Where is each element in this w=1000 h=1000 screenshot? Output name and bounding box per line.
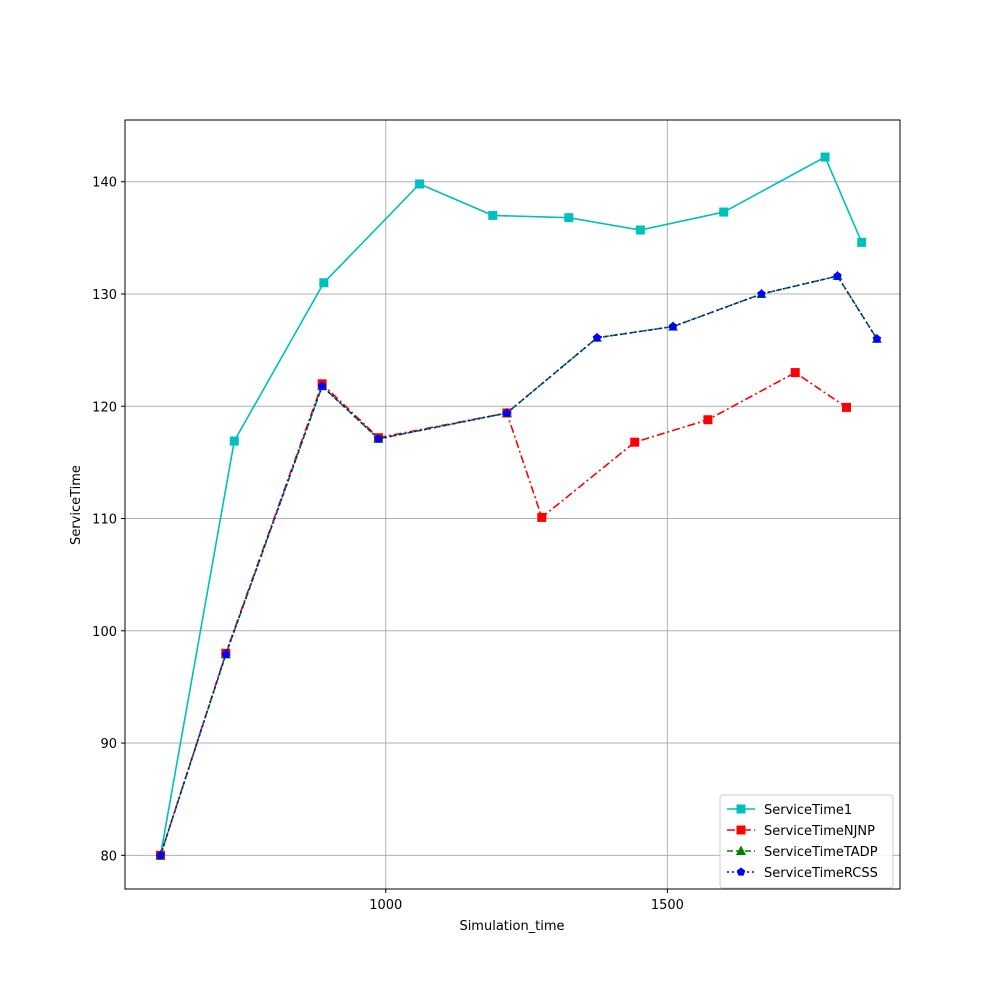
x-axis-label: Simulation_time xyxy=(459,919,564,934)
y-tick-label: 100 xyxy=(92,625,117,640)
data-point-servicetimercss xyxy=(374,434,383,443)
axis-ticks: 1000 1500 80 90 100 110 120 130 140 xyxy=(92,176,684,913)
series-servicetimercss xyxy=(156,271,882,859)
data-point-servicetimenjnp xyxy=(630,437,640,447)
data-point-servicetime1 xyxy=(319,278,329,288)
plot-area-frame xyxy=(124,119,901,890)
y-tick-label: 140 xyxy=(92,176,117,191)
y-tick-label: 130 xyxy=(92,288,117,303)
y-tick-label: 110 xyxy=(92,513,117,528)
y-tick-label: 80 xyxy=(100,849,117,864)
x-tick-label: 1000 xyxy=(369,898,402,913)
data-point-servicetimercss xyxy=(221,649,231,659)
legend-label-servicetimercss: ServiceTimeRCSS xyxy=(764,866,878,881)
data-point-servicetimenjnp xyxy=(703,415,713,425)
grid xyxy=(125,120,900,889)
legend-marker-servicetimenjnp xyxy=(736,825,746,835)
data-point-servicetimercss xyxy=(757,289,766,298)
x-tick-label: 1500 xyxy=(651,898,684,913)
y-axis-label: ServiceTime xyxy=(69,465,84,545)
legend-marker-servicetime1 xyxy=(736,804,746,814)
legend-marker-servicetimercss xyxy=(736,867,746,876)
y-tick-label: 120 xyxy=(92,400,117,415)
data-point-servicetimenjnp xyxy=(537,512,547,522)
data-point-servicetimercss xyxy=(668,322,678,331)
data-point-servicetimercss xyxy=(872,334,882,343)
y-tick-label: 90 xyxy=(100,737,117,752)
legend-marker-servicetimetadp xyxy=(736,845,746,855)
legend: ServiceTime1 ServiceTimeNJNP ServiceTimeTA… xyxy=(719,794,894,889)
data-point-servicetime1 xyxy=(820,152,830,162)
data-point-servicetimercss xyxy=(833,271,842,280)
data-point-servicetimercss xyxy=(502,408,512,417)
data-point-servicetime1 xyxy=(719,207,729,217)
legend-label-servicetimetadp: ServiceTimeTADP xyxy=(764,845,878,860)
legend-label-servicetime1: ServiceTime1 xyxy=(764,803,852,818)
data-point-servicetime1 xyxy=(229,436,239,446)
series-line-servicetime1 xyxy=(159,155,863,856)
legend-label-servicetimenjnp: ServiceTimeNJNP xyxy=(764,824,875,839)
data-point-servicetimercss xyxy=(592,333,602,342)
data-point-servicetime1 xyxy=(488,210,498,220)
legend-box xyxy=(719,794,894,889)
data-point-servicetime1 xyxy=(564,213,574,223)
data-point-servicetime1 xyxy=(635,225,645,235)
data-point-servicetimercss xyxy=(317,381,327,390)
data-point-servicetimenjnp xyxy=(790,368,800,378)
series-line-servicetimetadp xyxy=(159,275,878,856)
data-point-servicetime1 xyxy=(415,179,425,189)
series-group xyxy=(155,152,882,860)
data-point-servicetimenjnp xyxy=(841,402,851,412)
data-point-servicetime1 xyxy=(857,237,867,247)
data-point-servicetimercss xyxy=(156,850,165,859)
